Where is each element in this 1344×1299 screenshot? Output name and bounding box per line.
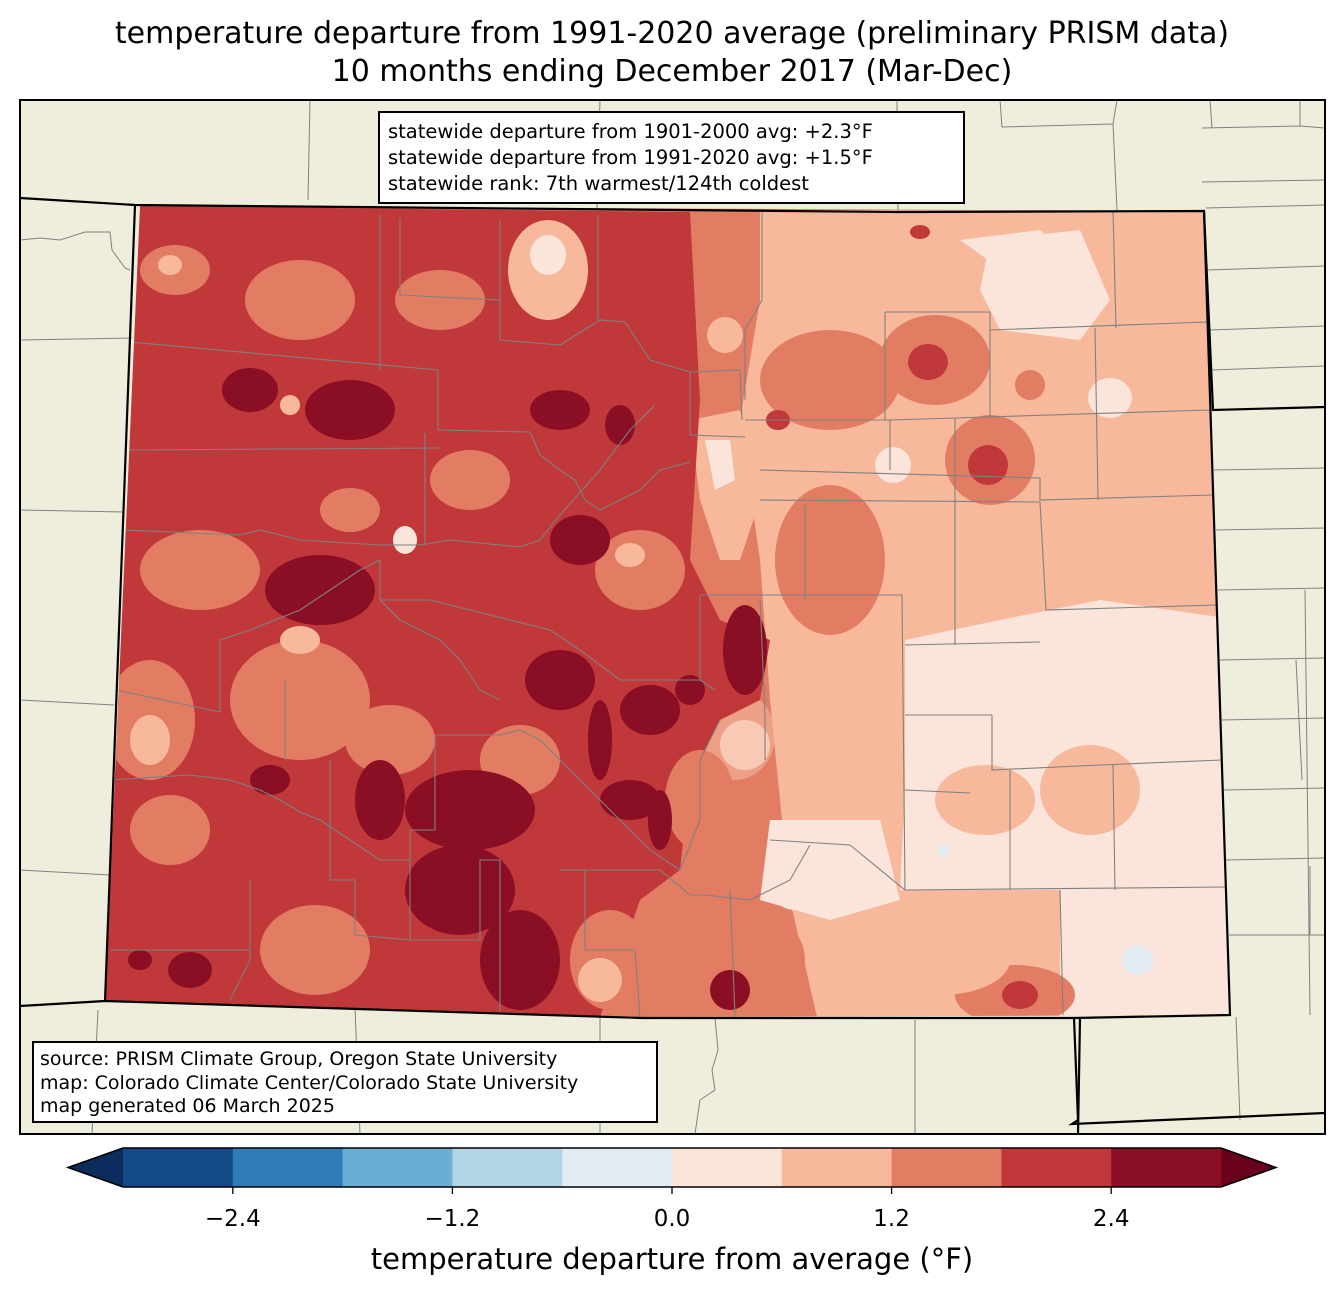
colorado-temperature-field <box>105 206 1230 1017</box>
colorbar-over-extension <box>1221 1148 1276 1187</box>
colorbar-bin-2 <box>342 1148 453 1187</box>
colorbar-bin-6 <box>781 1148 893 1187</box>
map-frame <box>19 99 1326 1135</box>
source-line: source: PRISM Climate Group, Oregon Stat… <box>40 1048 558 1070</box>
county-boundaries <box>109 209 1227 1017</box>
colorbar <box>65 1147 1279 1194</box>
colorbar-bin-8 <box>1001 1148 1112 1187</box>
colorbar-bin-9 <box>1111 1148 1222 1187</box>
map-title-line1: temperature departure from 1991-2020 ave… <box>114 16 1230 51</box>
colorbar-tick-label-4: 2.4 <box>1092 1206 1130 1232</box>
colorbar-tick-label-0: −2.4 <box>204 1206 261 1232</box>
colorbar-tick-label-3: 1.2 <box>873 1206 910 1232</box>
colorbar-bin-0 <box>123 1148 234 1187</box>
map-credit-line: map: Colorado Climate Center/Colorado St… <box>40 1071 579 1094</box>
stat-line-rank: statewide rank: 7th warmest/124th coldes… <box>388 172 809 195</box>
state-boundaries <box>20 196 1325 1134</box>
source-box: source: PRISM Climate Group, Oregon Stat… <box>32 1041 658 1123</box>
colorbar-tick-label-2: 0.0 <box>653 1206 691 1232</box>
colorbar-bin-5 <box>672 1148 783 1187</box>
colorbar-bin-1 <box>232 1148 344 1187</box>
statewide-stats-box: statewide departure from 1901-2000 avg: … <box>378 111 965 204</box>
colorbar-bin-7 <box>891 1148 1002 1187</box>
colorbar-label: temperature departure from average (°F) <box>370 1242 974 1276</box>
stat-line-1991-2020: statewide departure from 1991-2020 avg: … <box>388 146 873 169</box>
colorbar-bin-4 <box>562 1148 673 1187</box>
generated-date-line: map generated 06 March 2025 <box>40 1095 335 1117</box>
map-title-line2: 10 months ending December 2017 (Mar-Dec) <box>331 54 1013 89</box>
colorbar-outline <box>65 1147 1279 1188</box>
stat-line-1901-2000: statewide departure from 1901-2000 avg: … <box>388 120 873 143</box>
colorbar-tick-label-1: −1.2 <box>424 1206 481 1232</box>
colorbar-bin-3 <box>452 1148 563 1187</box>
colorbar-under-extension <box>68 1148 123 1187</box>
